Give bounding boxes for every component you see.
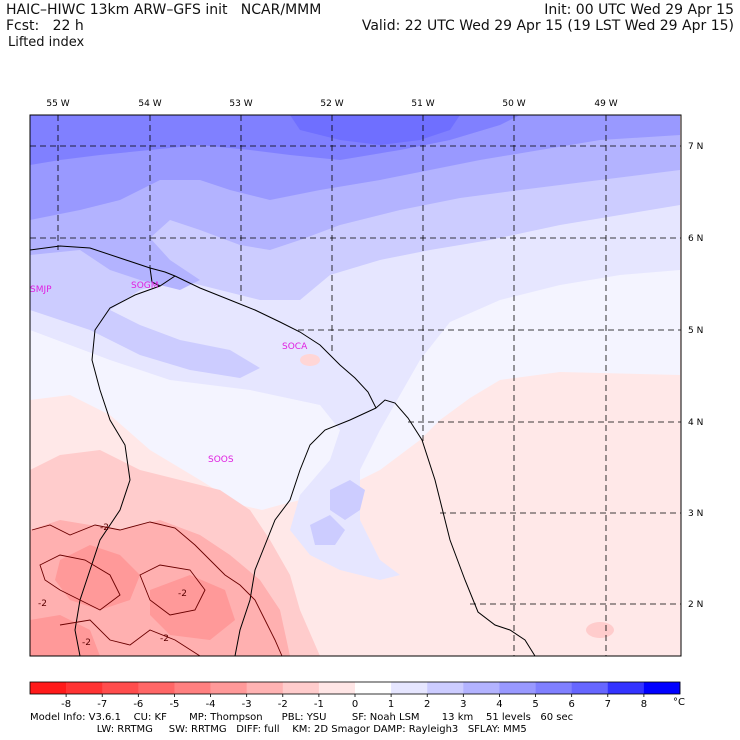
lat-label: 5 N <box>688 326 703 336</box>
field-band-6-to-7 <box>290 115 460 145</box>
colorbar-tick-label: 5 <box>532 699 538 710</box>
colorbar-tick-label: 1 <box>388 699 394 710</box>
lon-label: 55 W <box>46 99 69 109</box>
colorbar-swatch <box>607 682 645 694</box>
colorbar-swatch <box>499 682 536 694</box>
coastline <box>30 245 536 656</box>
colorbar-swatch <box>246 682 284 694</box>
border-guyana-suriname <box>149 267 176 287</box>
field-blob-positive-2 <box>310 515 345 545</box>
graticule <box>30 115 681 656</box>
lat-label: 2 N <box>688 600 703 610</box>
contour-label: -2 <box>178 589 187 599</box>
colorbar-tick-label: 4 <box>496 699 502 710</box>
contour-label: -2 <box>100 523 109 533</box>
colorbar-tick-label: -3 <box>242 699 252 710</box>
title-line-1: HAIC–HIWC 13km ARW–GFS init NCAR/MMM <box>6 2 322 18</box>
colorbar-tick-label: -7 <box>97 699 107 710</box>
shaded-field <box>30 115 681 656</box>
colorbar-tick-label: 2 <box>424 699 430 710</box>
colorbar-tick-label: 3 <box>460 699 466 710</box>
colorbar-ticks: -8 -7 -6 -5 -4 -3 -2 -1 0 1 2 3 4 5 6 7 8 <box>61 694 647 710</box>
colorbar-swatch <box>318 682 356 694</box>
colorbar-swatch <box>463 682 500 694</box>
lon-label: 51 W <box>411 99 434 109</box>
lat-label: 3 N <box>688 509 703 519</box>
coastline-borders <box>30 245 536 656</box>
colorbar-swatch <box>355 682 392 694</box>
model-info-line-2: LW: RRTMG SW: RRTMG DIFF: full KM: 2D Sm… <box>30 724 527 735</box>
valid-time: Valid: 22 UTC Wed 29 Apr 15 (19 LST Wed … <box>361 18 734 34</box>
border-suriname-west <box>74 285 161 656</box>
colorbar-tick-label: -8 <box>61 699 71 710</box>
colorbar-swatch <box>571 682 609 694</box>
colorbar-tick-label: -1 <box>314 699 324 710</box>
colorbar-swatch <box>210 682 247 694</box>
model-info-line-1: Model Info: V3.6.1 CU: KF MP: Thompson P… <box>30 712 574 723</box>
colorbar-swatch <box>30 682 67 694</box>
field-band-neg3-to-neg4-c <box>30 615 100 656</box>
colorbar-unit: °C <box>673 697 685 708</box>
field-blob-positive <box>330 480 365 520</box>
colorbar-swatch <box>138 682 175 694</box>
station-label: SOCA <box>282 342 308 352</box>
lat-label: 4 N <box>688 418 703 428</box>
colorbar-tick-label: 0 <box>352 699 358 710</box>
colorbar-tick-label: 6 <box>568 699 574 710</box>
station-label: SMJP <box>30 285 52 295</box>
field-band-neg3-to-neg4-b <box>150 575 235 640</box>
border-suriname-guyane <box>234 407 377 656</box>
station-label: SOGM <box>131 281 159 291</box>
colorbar-swatch <box>391 682 428 694</box>
colorbar-tick-label: 8 <box>641 699 647 710</box>
colorbar-tick-label: -6 <box>133 699 143 710</box>
lat-label: 6 N <box>688 234 703 244</box>
contour-label: -2 <box>160 634 169 644</box>
contour-label: -2 <box>38 599 47 609</box>
colorbar-swatch <box>174 682 211 694</box>
colorbar <box>29 681 681 695</box>
forecast-hour: Fcst: 22 h <box>6 18 84 34</box>
colorbar-tick-label: -2 <box>278 699 288 710</box>
contours-neg2 <box>31 521 283 656</box>
contour-label: -2 <box>82 638 91 648</box>
colorbar-tick-label: 7 <box>605 699 611 710</box>
colorbar-swatch <box>66 682 103 694</box>
lon-label: 52 W <box>320 99 343 109</box>
colorbar-swatch <box>427 682 464 694</box>
init-time: Init: 00 UTC Wed 29 Apr 15 <box>544 2 734 18</box>
station-label: SOOS <box>208 455 234 465</box>
colorbar-swatch <box>282 682 320 694</box>
colorbar-tick-label: -5 <box>169 699 179 710</box>
lat-label: 7 N <box>688 142 703 152</box>
colorbar-swatch <box>102 682 139 694</box>
lon-label: 50 W <box>502 99 525 109</box>
colorbar-tick-label: -4 <box>206 699 216 710</box>
colorbar-swatch <box>535 682 572 694</box>
field-band-neg3-to-neg4 <box>55 545 140 610</box>
lon-label: 53 W <box>229 99 252 109</box>
field-name: Lifted index <box>8 35 85 50</box>
field-spot-1 <box>586 622 614 638</box>
lon-label: 49 W <box>594 99 617 109</box>
lon-label: 54 W <box>138 99 161 109</box>
field-spot-2 <box>300 354 320 366</box>
colorbar-swatch <box>643 682 681 694</box>
map-frame <box>29 114 682 657</box>
